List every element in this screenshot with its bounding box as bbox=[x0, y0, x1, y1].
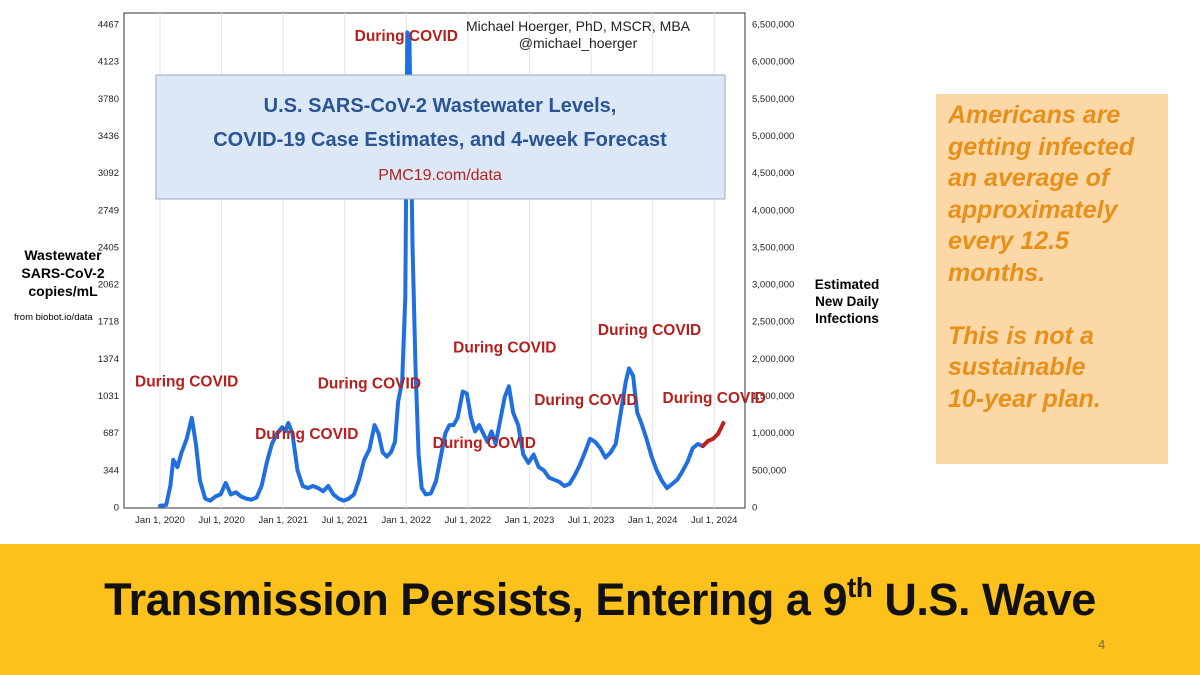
callout-paragraph-2: This is not a sustainable 10-year plan. bbox=[948, 321, 1160, 416]
left-axis-label-line: copies/mL bbox=[28, 283, 98, 299]
left-y-tick-label: 3780 bbox=[98, 94, 119, 105]
right-y-tick-label: 5,000,000 bbox=[752, 131, 794, 142]
right-y-tick-label: 0 bbox=[752, 503, 757, 514]
right-y-ticks: 0 500,000 1,000,000 1,500,000 2,000,000 2,500… bbox=[752, 20, 794, 514]
right-y-tick-label: 4,500,000 bbox=[752, 168, 794, 179]
chart-title-box: U.S. SARS-CoV-2 Wastewater Levels, COVID… bbox=[155, 74, 726, 200]
page-number: 4 bbox=[1098, 637, 1106, 652]
annotation-label: During COVID bbox=[355, 28, 458, 45]
slide-title-superscript: th bbox=[846, 572, 873, 603]
right-y-tick-label: 1,000,000 bbox=[752, 428, 794, 439]
right-y-tick-label: 6,000,000 bbox=[752, 57, 794, 68]
callout-line: months. bbox=[948, 258, 1046, 287]
x-tick-label: Jul 1, 2021 bbox=[321, 515, 367, 526]
left-y-tick-label: 3092 bbox=[98, 168, 119, 179]
x-tick-label: Jul 1, 2022 bbox=[445, 515, 491, 526]
right-y-tick-label: 3,500,000 bbox=[752, 242, 794, 253]
chart-title-line-2: COVID-19 Case Estimates, and 4-week Fore… bbox=[213, 129, 667, 151]
x-tick-label: Jan 1, 2024 bbox=[628, 515, 678, 526]
annotation-label: During COVID bbox=[663, 390, 766, 407]
right-axis-label: Estimated New Daily Infections bbox=[806, 276, 888, 327]
forecast-series-line bbox=[700, 421, 726, 449]
x-tick-label: Jan 1, 2023 bbox=[505, 515, 555, 526]
callout-paragraph-1: Americans are getting infected an averag… bbox=[948, 100, 1160, 289]
x-tick-label: Jul 1, 2020 bbox=[198, 515, 244, 526]
right-y-tick-label: 5,500,000 bbox=[752, 94, 794, 105]
left-axis-label-line: Wastewater bbox=[24, 247, 102, 263]
callout-line: Americans are bbox=[948, 101, 1121, 129]
slide-title-end: U.S. Wave bbox=[872, 574, 1096, 625]
callout-line: This is not a bbox=[948, 321, 1094, 350]
right-y-tick-label: 6,500,000 bbox=[752, 20, 794, 31]
left-axis-label-line: SARS-CoV-2 bbox=[21, 265, 105, 281]
slide-title: Transmission Persists, Entering a 9th U.… bbox=[0, 574, 1200, 626]
author-handle: @michael_hoerger bbox=[519, 35, 638, 51]
x-tick-label: Jan 1, 2021 bbox=[258, 515, 308, 526]
left-y-ticks: 0 344 687 1031 1374 1718 2062 2405 2749 3092 3436 3… bbox=[98, 20, 119, 514]
annotation-label: During COVID bbox=[433, 435, 536, 452]
left-y-tick-label: 2405 bbox=[98, 242, 119, 253]
right-y-tick-label: 4,000,000 bbox=[752, 205, 794, 216]
left-y-tick-label: 2062 bbox=[98, 280, 119, 291]
title-box-background bbox=[155, 74, 726, 200]
infection-callout: Americans are getting infected an averag… bbox=[936, 94, 1168, 464]
series-layer bbox=[158, 30, 726, 508]
left-y-tick-label: 1718 bbox=[98, 317, 119, 328]
wastewater-series-line bbox=[158, 30, 705, 508]
callout-line: an average of bbox=[948, 164, 1110, 192]
annotation-label: During COVID bbox=[135, 373, 238, 390]
annotation-label: During COVID bbox=[453, 340, 556, 357]
callout-line: sustainable bbox=[948, 353, 1086, 381]
left-y-tick-label: 1374 bbox=[98, 354, 119, 365]
chart-title-link: PMC19.com/data bbox=[378, 167, 502, 184]
chart-title-line-1: U.S. SARS-CoV-2 Wastewater Levels, bbox=[264, 95, 617, 117]
right-y-tick-label: 2,500,000 bbox=[752, 317, 794, 328]
author-name: Michael Hoerger, PhD, MSCR, MBA bbox=[466, 18, 691, 34]
callout-line: getting infected bbox=[948, 132, 1135, 161]
x-tick-label: Jan 1, 2022 bbox=[381, 515, 431, 526]
data-source-note: from biobot.io/data bbox=[14, 312, 93, 323]
left-y-tick-label: 0 bbox=[114, 503, 119, 514]
right-y-tick-label: 1,500,000 bbox=[752, 391, 794, 402]
annotation-label: During COVID bbox=[598, 322, 701, 339]
x-ticks: Jan 1, 2020 Jul 1, 2020 Jan 1, 2021 Jul 1, … bbox=[135, 515, 737, 526]
right-axis-label-line: Infections bbox=[815, 311, 879, 326]
annotation-label: During COVID bbox=[534, 392, 637, 409]
annotation-label: During COVID bbox=[255, 426, 358, 443]
x-tick-label: Jul 1, 2023 bbox=[568, 515, 614, 526]
title-banner: Transmission Persists, Entering a 9th U.… bbox=[0, 544, 1200, 675]
left-y-tick-label: 3436 bbox=[98, 131, 119, 142]
right-y-tick-label: 2,000,000 bbox=[752, 354, 794, 365]
slide-title-main: Transmission Persists, Entering a 9 bbox=[104, 574, 847, 625]
left-y-tick-label: 4467 bbox=[98, 20, 119, 31]
left-y-tick-label: 1031 bbox=[98, 391, 119, 402]
left-y-tick-label: 344 bbox=[103, 465, 119, 476]
right-y-tick-label: 3,000,000 bbox=[752, 280, 794, 291]
right-axis-label-line: New Daily bbox=[815, 294, 879, 309]
annotation-label: During COVID bbox=[318, 375, 421, 392]
callout-line: 10-year plan. bbox=[948, 384, 1101, 413]
left-y-tick-label: 687 bbox=[103, 428, 119, 439]
x-tick-label: Jul 1, 2024 bbox=[691, 515, 737, 526]
right-y-tick-label: 500,000 bbox=[752, 465, 786, 476]
right-axis-label-line: Estimated bbox=[814, 277, 880, 292]
left-y-tick-label: 2749 bbox=[98, 205, 119, 216]
annotations-layer: During COVID During COVID During COVID Duri… bbox=[135, 28, 766, 452]
left-axis-label: Wastewater SARS-CoV-2 copies/mL bbox=[8, 246, 118, 300]
callout-line: approximately bbox=[948, 195, 1118, 224]
left-y-tick-label: 4123 bbox=[98, 57, 119, 68]
x-tick-label: Jan 1, 2020 bbox=[135, 515, 185, 526]
callout-line: every 12.5 bbox=[948, 227, 1069, 255]
